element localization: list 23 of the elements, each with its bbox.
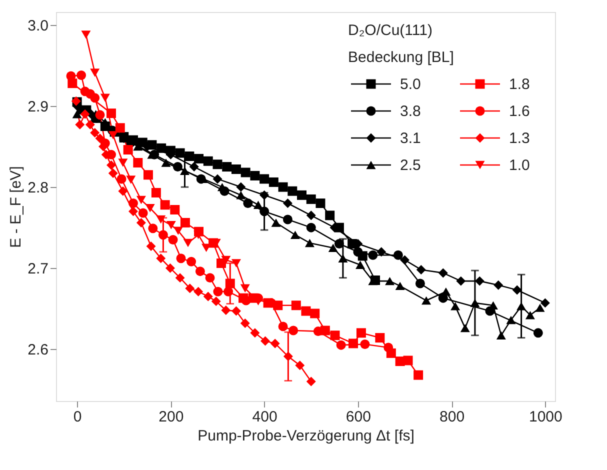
x-tick-label: 400 bbox=[252, 408, 278, 426]
y-tick-label: 2.6 bbox=[28, 342, 48, 359]
x-tick-label: 600 bbox=[346, 408, 371, 426]
x-tick-label: 0 bbox=[73, 408, 82, 426]
legend-label: 2.5 bbox=[400, 157, 421, 174]
legend-label: 5.0 bbox=[400, 76, 421, 93]
y-tick-label: 2.7 bbox=[28, 260, 48, 278]
legend-label: 3.8 bbox=[400, 103, 421, 120]
x-tick-label: 800 bbox=[440, 408, 465, 426]
x-axis-title: Pump-Probe-Verzögerung Δt [fs] bbox=[198, 428, 414, 444]
x-tick-label: 200 bbox=[158, 408, 184, 426]
legend-label: 1.8 bbox=[509, 76, 530, 93]
y-tick-label: 3.0 bbox=[28, 17, 48, 34]
y-axis-title: E - E_F [eV] bbox=[8, 166, 25, 248]
legend-label: 1.6 bbox=[509, 103, 530, 120]
legend-label: 1.3 bbox=[509, 130, 530, 147]
legend-title: Bedeckung [BL] bbox=[348, 49, 454, 66]
annotation: D₂O/Cu(111) bbox=[348, 22, 432, 39]
y-tick-label: 2.8 bbox=[28, 180, 48, 197]
legend-label: 1.0 bbox=[509, 157, 530, 174]
y-tick-label: 2.9 bbox=[28, 98, 48, 116]
legend-label: 3.1 bbox=[400, 130, 421, 147]
x-tick-label: 1000 bbox=[528, 408, 562, 426]
